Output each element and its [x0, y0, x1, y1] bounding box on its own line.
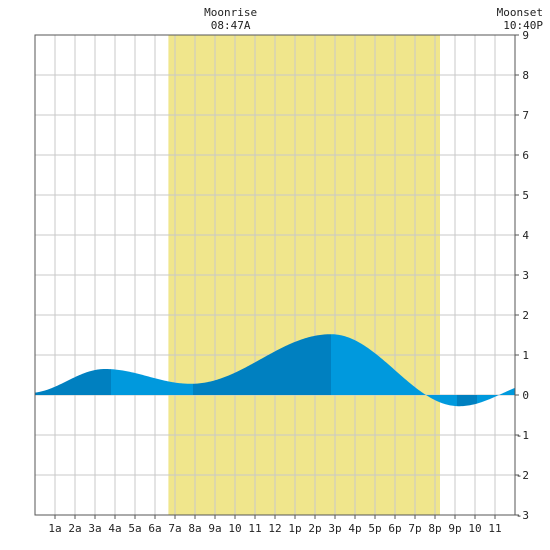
x-tick-label: 9a [208, 522, 221, 535]
x-tick-label: 4p [348, 522, 361, 535]
x-tick-label: 11 [488, 522, 501, 535]
x-tick-label: 9p [448, 522, 461, 535]
x-tick-label: 2a [68, 522, 81, 535]
y-tick-label: -1 [516, 429, 529, 442]
moonset-label: Moonset [497, 6, 543, 19]
moonrise-label: Moonrise [204, 6, 257, 19]
x-tick-label: 3p [328, 522, 341, 535]
y-tick-label: -3 [516, 509, 529, 522]
y-tick-label: -2 [516, 469, 529, 482]
tide-area-segment [331, 334, 457, 407]
x-tick-label: 10 [228, 522, 241, 535]
tide-area-segment [477, 387, 515, 404]
y-tick-label: 6 [522, 149, 529, 162]
x-tick-label: 7p [408, 522, 421, 535]
x-tick-label: 4a [108, 522, 121, 535]
tide-area-segment [35, 369, 111, 395]
tide-area-segment [457, 395, 477, 407]
y-tick-label: 7 [522, 109, 529, 122]
x-tick-label: 6a [148, 522, 161, 535]
x-tick-label: 1p [288, 522, 301, 535]
x-tick-label: 5p [368, 522, 381, 535]
x-tick-label: 2p [308, 522, 321, 535]
x-tick-label: 3a [88, 522, 101, 535]
x-tick-label: 11 [248, 522, 261, 535]
x-tick-label: 8a [188, 522, 201, 535]
y-tick-label: 0 [522, 389, 529, 402]
x-tick-label: 1a [48, 522, 61, 535]
x-tick-label: 5a [128, 522, 141, 535]
grid-layer [35, 35, 515, 515]
y-tick-label: 8 [522, 69, 529, 82]
y-tick-label: 4 [522, 229, 529, 242]
x-tick-label: 8p [428, 522, 441, 535]
y-tick-label: 9 [522, 29, 529, 42]
x-tick-label: 6p [388, 522, 401, 535]
moonset-time: 10:40P [503, 19, 543, 32]
moonrise-time: 08:47A [211, 19, 251, 32]
tide-area-segment [193, 334, 331, 395]
y-tick-label: 2 [522, 309, 529, 322]
tide-area-segment [111, 369, 193, 395]
x-tick-label: 12 [268, 522, 281, 535]
tide-area-layer [35, 334, 515, 407]
y-tick-label: 1 [522, 349, 529, 362]
x-tick-label: 7a [168, 522, 181, 535]
y-tick-label: 5 [522, 189, 529, 202]
y-tick-label: 3 [522, 269, 529, 282]
x-tick-label: 10 [468, 522, 481, 535]
